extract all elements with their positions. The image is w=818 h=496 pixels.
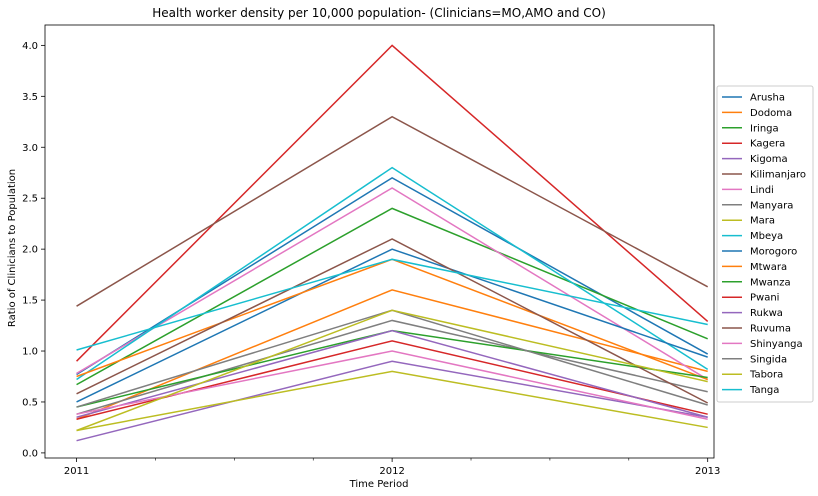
series-line-morogoro	[76, 248, 708, 403]
series-line-shinyanga	[76, 350, 708, 421]
legend-label: Arusha	[750, 93, 785, 104]
legend-label: Tabora	[749, 370, 783, 381]
series-line-tabora	[76, 309, 708, 432]
chart-title: Health worker density per 10,000 populat…	[152, 6, 606, 20]
legend-label: Rukwa	[750, 308, 783, 319]
y-tick-label: 1.0	[22, 347, 38, 358]
y-tick-label: 0.0	[22, 448, 38, 459]
y-tick-label: 3.5	[22, 92, 38, 103]
y-tick-label: 0.5	[22, 397, 38, 408]
series-line-ruvuma	[76, 238, 709, 404]
x-axis-label: Time Period	[349, 479, 409, 490]
y-tick-label: 2.0	[22, 245, 38, 256]
series-line-kagera	[76, 44, 709, 362]
legend-label: Shinyanga	[750, 339, 803, 350]
legend-label: Mbeya	[750, 231, 783, 242]
legend-label: Lindi	[750, 185, 774, 196]
series-line-kigoma	[76, 360, 708, 442]
legend-label: Kilimanjaro	[750, 170, 806, 181]
legend-label: Kagera	[750, 139, 785, 150]
y-axis-label: Ratio of Clinicians to Population	[7, 169, 18, 327]
series-line-iringa	[76, 207, 708, 386]
series-line-mara	[76, 370, 708, 432]
series-line-kilimanjaro	[76, 115, 709, 307]
series-line-lindi	[76, 187, 709, 381]
legend-label: Mwanza	[750, 277, 791, 288]
legend-label: Kigoma	[750, 154, 788, 165]
plot-frame	[44, 24, 715, 459]
series-line-tanga	[76, 258, 708, 351]
legend-label: Manyara	[750, 200, 793, 211]
legend-label: Morogoro	[750, 247, 797, 258]
plot-area: 0.0 0.5 1.0 1.5 2.0 2.5 3.0 3.5 4.0 2011 2012 2013	[22, 24, 720, 477]
series-line-rukwa	[76, 329, 708, 418]
legend-label: Pwani	[750, 293, 779, 304]
y-tick-label: 2.5	[22, 194, 38, 205]
y-tick-label: 4.0	[22, 41, 38, 52]
legend-label: Mara	[750, 216, 775, 227]
x-tick-label: 2013	[695, 466, 720, 477]
x-tick-label: 2012	[379, 466, 404, 477]
series-line-manyara	[76, 319, 708, 415]
legend-label: Iringa	[750, 123, 779, 134]
legend-label: Ruvuma	[750, 324, 791, 335]
legend-label: Tanga	[749, 385, 779, 396]
legend: Arusha Dodoma Iringa Kagera Kigoma Kilimanjar…	[716, 85, 814, 403]
y-tick-label: 3.0	[22, 143, 38, 154]
legend-label: Dodoma	[750, 108, 792, 119]
legend-box	[716, 85, 814, 403]
x-tick-label: 2011	[64, 466, 89, 477]
y-tick-label: 1.5	[22, 296, 38, 307]
legend-label: Mtwara	[750, 262, 787, 273]
series-line-dodoma	[76, 289, 708, 420]
series-line-arusha	[76, 176, 709, 376]
legend-label: Singida	[750, 354, 787, 365]
